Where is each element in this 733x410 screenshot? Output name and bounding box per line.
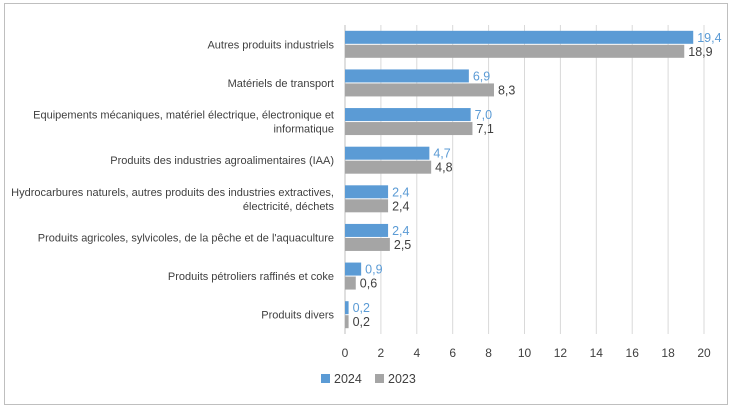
category-label: Autres produits industriels: [207, 39, 334, 51]
legend-swatch-2024: [321, 374, 330, 383]
bar-2024: [345, 69, 469, 83]
x-tick-label: 14: [590, 346, 604, 360]
bar-2023: [345, 122, 473, 136]
x-tick-label: 8: [485, 346, 492, 360]
x-tick-label: 6: [449, 346, 456, 360]
category-label-line: Produits des industries agroalimentaires…: [110, 155, 334, 167]
category-label-line: Hydrocarbures naturels, autres produits …: [11, 187, 334, 199]
bar-2024: [345, 30, 694, 44]
data-label-2023: 2,5: [394, 238, 411, 252]
data-label-2023: 2,4: [392, 199, 409, 213]
category-label-line: Produits agricoles, sylvicoles, de la pê…: [38, 232, 334, 244]
bar-2023: [345, 83, 494, 97]
bar-2024: [345, 108, 471, 122]
bar-2023: [345, 315, 349, 329]
bar-2024: [345, 146, 430, 160]
category-label: Hydrocarbures naturels, autres produits …: [11, 187, 334, 213]
category-label: Produits pétroliers raffinés et coke: [168, 271, 334, 283]
legend-label-2024: 2024: [334, 372, 362, 386]
category-label-line: informatique: [273, 124, 334, 136]
bar-2023: [345, 276, 356, 290]
data-label-2023: 8,3: [498, 83, 515, 97]
data-label-2023: 0,2: [353, 315, 370, 329]
category-label-line: Matériels de transport: [228, 78, 334, 90]
data-label-2023: 0,6: [360, 277, 377, 291]
x-tick-label: 16: [626, 346, 640, 360]
bar-2023: [345, 160, 432, 174]
category-label: Produits divers: [261, 310, 334, 322]
bar-2024: [345, 301, 349, 315]
category-label: Equipements mécaniques, matériel électri…: [33, 110, 334, 136]
category-label-line: Produits divers: [261, 310, 334, 322]
x-tick-label: 12: [554, 346, 568, 360]
legend-swatch-2023: [375, 374, 384, 383]
legend-label-2023: 2023: [388, 372, 416, 386]
category-label: Produits des industries agroalimentaires…: [110, 155, 334, 167]
bar-2023: [345, 237, 390, 251]
x-tick-label: 4: [413, 346, 420, 360]
category-label-line: Autres produits industriels: [207, 39, 334, 51]
bar-2024: [345, 223, 389, 237]
bar-2024: [345, 262, 362, 276]
data-label-2023: 7,1: [476, 122, 493, 136]
category-label-line: électricité, déchets: [243, 201, 335, 213]
x-tick-label: 10: [518, 346, 532, 360]
data-label-2024: 2,4: [392, 224, 409, 238]
x-tick-label: 2: [378, 346, 385, 360]
data-label-2024: 19,4: [697, 31, 721, 45]
data-label-2024: 0,2: [353, 301, 370, 315]
category-label: Produits agricoles, sylvicoles, de la pê…: [38, 232, 334, 244]
bar-2024: [345, 185, 389, 199]
bar-2023: [345, 199, 389, 213]
data-label-2024: 0,9: [365, 263, 382, 277]
category-label-line: Produits pétroliers raffinés et coke: [168, 271, 334, 283]
data-label-2024: 7,0: [475, 108, 492, 122]
x-tick-label: 0: [342, 346, 349, 360]
data-label-2024: 6,9: [473, 69, 490, 83]
x-tick-label: 20: [697, 346, 711, 360]
data-label-2023: 18,9: [688, 45, 712, 59]
bar-2023: [345, 44, 685, 58]
chart-frame: [4, 3, 728, 405]
category-label-line: Equipements mécaniques, matériel électri…: [33, 110, 334, 122]
category-label: Matériels de transport: [228, 78, 334, 90]
data-label-2023: 4,8: [435, 161, 452, 175]
data-label-2024: 2,4: [392, 185, 409, 199]
data-label-2024: 4,7: [433, 147, 450, 161]
x-tick-label: 18: [661, 346, 675, 360]
